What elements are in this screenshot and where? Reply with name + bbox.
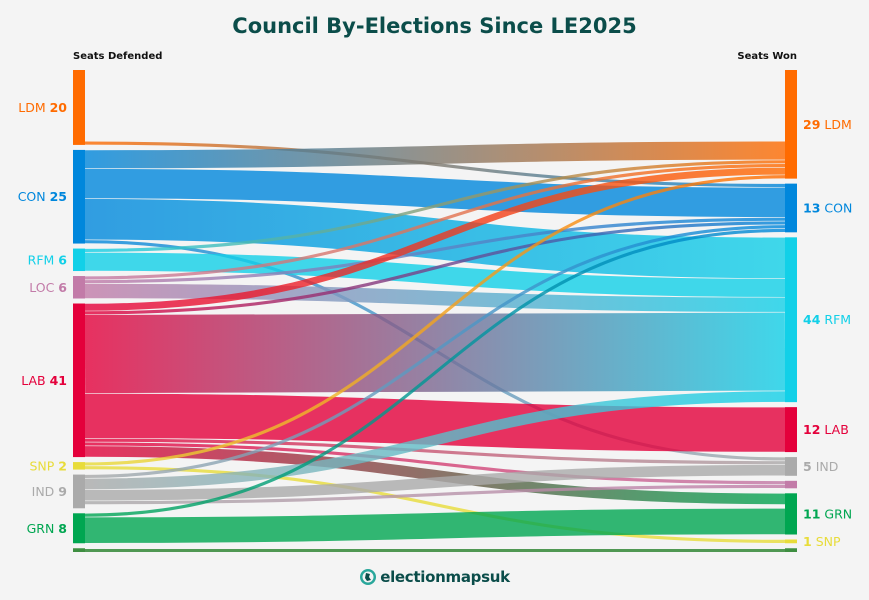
party-name: RFM: [824, 312, 851, 327]
left-node-snp: [73, 462, 85, 470]
right-label-snp: 1 SNP: [803, 534, 841, 549]
left-label-ind: IND 9: [32, 484, 67, 499]
link-ind-to-loc: [84, 484, 786, 505]
sankey-nodes: [73, 70, 797, 552]
left-label-ldm: LDM 20: [18, 100, 67, 115]
right-node-ldm: [785, 70, 797, 179]
left-node-loc: [73, 276, 85, 299]
link-ind-to-con: [84, 225, 786, 479]
party-name: SNP: [29, 458, 54, 473]
seat-count: 2: [58, 458, 67, 473]
left-node-grn: [73, 513, 85, 544]
left-label-con: CON 25: [18, 189, 67, 204]
link-rfm-to-ldm: [84, 160, 786, 253]
link-snp-to-snp: [84, 466, 786, 543]
link-rfm-to-rfm: [84, 252, 786, 297]
link-grn-to-con: [84, 228, 786, 517]
seat-count: 20: [50, 100, 68, 115]
right-node-loc: [785, 480, 797, 489]
seat-count: 8: [58, 521, 67, 536]
right-label-rfm: 44 RFM: [803, 312, 851, 327]
link-ind-to-ind: [84, 464, 786, 501]
link-lab-to-loc: [84, 442, 786, 485]
right-node-oth: [785, 548, 797, 552]
chart-title: Council By-Elections Since LE2025: [232, 14, 637, 38]
right-node-lab: [785, 407, 797, 453]
link-loc-to-rfm: [84, 283, 786, 312]
left-label-loc: LOC 6: [29, 280, 67, 295]
right-label-ind: 5 IND: [803, 459, 838, 474]
other-flow-band: [73, 549, 797, 552]
link-grn-to-grn: [84, 508, 786, 543]
seat-count: 44: [803, 312, 821, 327]
left-column-header: Seats Defended: [73, 51, 163, 62]
link-ind-to-rfm: [84, 391, 786, 490]
seat-count: 11: [803, 506, 820, 521]
seat-count: 6: [58, 252, 67, 267]
right-label-con: 13 CON: [803, 200, 852, 215]
seat-count: 6: [58, 280, 67, 295]
left-node-oth: [73, 548, 85, 552]
link-loc-to-ldm: [84, 163, 786, 280]
left-label-rfm: RFM 6: [28, 252, 68, 267]
right-column-header: Seats Won: [737, 51, 797, 62]
link-lab-to-lab: [84, 393, 786, 452]
party-name: LAB: [824, 422, 848, 437]
link-lab-to-con: [84, 221, 786, 315]
seat-count: 1: [803, 534, 812, 549]
party-name: LDM: [18, 100, 45, 115]
seat-count: 9: [58, 484, 67, 499]
link-snp-to-ldm: [84, 175, 786, 466]
party-name: GRN: [27, 521, 55, 536]
right-node-grn: [785, 493, 797, 535]
right-node-rfm: [785, 237, 797, 403]
globe-logo-icon: [360, 569, 377, 585]
footer-logo: electionmapsuk: [0, 568, 869, 586]
left-label-lab: LAB 41: [21, 373, 67, 388]
party-name: GRN: [824, 506, 852, 521]
left-label-grn: GRN 8: [27, 521, 67, 536]
seat-count: 29: [803, 117, 820, 132]
seat-count: 5: [803, 459, 812, 474]
seat-count: 41: [50, 373, 67, 388]
link-loc-to-con: [84, 217, 786, 284]
link-lab-to-ind: [84, 438, 786, 465]
seat-count: 13: [803, 200, 820, 215]
link-ldm-to-con: [84, 141, 786, 188]
seat-count: 12: [803, 422, 820, 437]
party-name: RFM: [28, 252, 55, 267]
left-node-lab: [73, 303, 85, 458]
left-node-ind: [73, 474, 85, 509]
right-node-ind: [785, 457, 797, 476]
right-label-grn: 11 GRN: [803, 506, 852, 521]
link-lab-to-ldm: [84, 167, 786, 311]
right-node-con: [785, 183, 797, 233]
left-label-snp: SNP 2: [29, 458, 67, 473]
sankey-links: [73, 70, 797, 552]
party-name: SNP: [816, 534, 841, 549]
link-con-to-con: [84, 168, 786, 218]
right-node-snp: [785, 539, 797, 544]
party-name: LDM: [824, 117, 851, 132]
party-name: LAB: [21, 373, 45, 388]
link-con-to-ldm: [84, 141, 786, 169]
right-label-ldm: 29 LDM: [803, 117, 852, 132]
party-name: LOC: [29, 280, 54, 295]
left-node-ldm: [73, 70, 85, 145]
party-name: IND: [816, 459, 839, 474]
seat-count: 25: [50, 189, 67, 204]
party-name: CON: [18, 189, 46, 204]
party-name: CON: [824, 200, 852, 215]
right-label-lab: 12 LAB: [803, 422, 849, 437]
left-node-con: [73, 149, 85, 244]
left-node-rfm: [73, 248, 85, 272]
link-lab-to-grn: [84, 446, 786, 505]
logo-text: electionmapsuk: [380, 568, 510, 586]
party-name: IND: [32, 484, 55, 499]
